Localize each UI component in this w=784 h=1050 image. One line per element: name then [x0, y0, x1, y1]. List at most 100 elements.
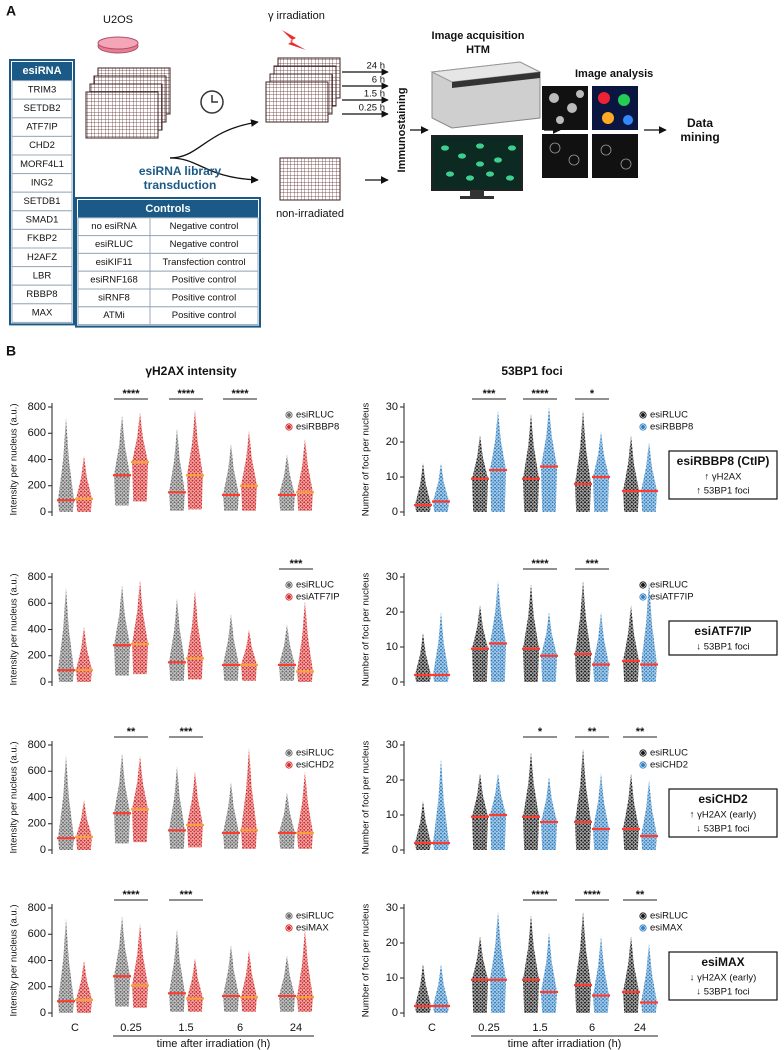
instrument-stripe — [452, 72, 540, 88]
significance-label: **** — [231, 388, 249, 400]
y-tick-label: 30 — [386, 902, 398, 914]
dot-cloud — [187, 590, 203, 680]
dot-cloud — [297, 771, 313, 849]
table-cell-text: Positive control — [172, 310, 236, 321]
y-tick-label: 30 — [386, 739, 398, 751]
dot-cloud — [433, 964, 449, 1013]
plate — [265, 81, 329, 123]
x-tick-label: C — [71, 1022, 79, 1034]
y-tick-label: 400 — [28, 623, 46, 635]
dot-cloud — [472, 936, 488, 1013]
y-tick-label: 10 — [386, 972, 398, 984]
table-frame — [75, 197, 261, 328]
dot-cloud — [169, 598, 185, 681]
summary-line: ↑ γH2AX — [705, 472, 743, 483]
significance-label: **** — [122, 889, 140, 901]
y-tick-label: 200 — [28, 650, 46, 662]
x-axis-label: time after irradiation (h) — [157, 1038, 271, 1050]
dot-cloud — [541, 407, 557, 512]
legend-marker-ring — [640, 925, 646, 931]
legend-marker — [284, 748, 294, 758]
y-tick-label: 20 — [386, 937, 398, 949]
legend-marker — [284, 911, 294, 921]
arrow — [169, 119, 259, 159]
dot-cloud — [187, 409, 203, 510]
dot-cloud — [132, 412, 148, 502]
y-axis-label: Intensity per nucleus (a.u.) — [9, 404, 20, 516]
table-cell-text: esiKIF11 — [96, 257, 133, 268]
legend-label: esiMAX — [296, 923, 329, 934]
legend-marker-ring — [640, 582, 646, 588]
table-cell-text: MORF4L1 — [20, 159, 64, 170]
dot-cloud — [297, 929, 313, 1012]
x-tick-label: 24 — [634, 1022, 646, 1034]
dot-cloud — [415, 633, 431, 682]
table-cell-text: MAX — [32, 308, 53, 319]
dot-cloud — [472, 605, 488, 682]
dot-cloud — [623, 936, 639, 1013]
dot-cloud — [472, 773, 488, 850]
clock-hands — [211, 95, 218, 103]
y-tick-label: 200 — [28, 818, 46, 830]
chart-title: γH2AX intensity — [145, 364, 237, 378]
table-header-bg — [12, 62, 72, 81]
dot-cloud — [169, 929, 185, 1012]
legend-label: esiRLUC — [296, 410, 334, 421]
dot-cloud — [575, 911, 591, 1013]
dot-cloud — [76, 626, 92, 682]
dish-top — [97, 36, 139, 50]
dot-cloud — [575, 580, 591, 682]
dot-cloud — [541, 612, 557, 682]
dot-cloud — [641, 580, 657, 682]
summary-title: esiMAX — [701, 955, 744, 969]
dot-cloud — [58, 918, 74, 1013]
cell-line: U2OS — [103, 14, 133, 26]
analysis-images — [542, 86, 638, 178]
image-acquisition-label: HTM — [466, 44, 490, 56]
legend-marker-ring — [640, 412, 646, 418]
non-irradiated-label: non-irradiated — [276, 208, 344, 220]
y-tick-label: 10 — [386, 471, 398, 483]
dot-cloud — [241, 950, 257, 1012]
summary-line: ↑ γH2AX (early) — [690, 810, 757, 821]
table-cell-text: no esiRNA — [91, 221, 137, 232]
legend-marker — [638, 911, 648, 921]
table-cell-text: siRNF8 — [98, 292, 130, 303]
summary-box — [668, 450, 778, 500]
legend-marker-ring — [640, 762, 646, 768]
dot-cloud — [241, 430, 257, 511]
transduction-label: esiRNA library — [139, 164, 222, 178]
panel-label: B — [6, 343, 16, 359]
dot-cloud — [187, 957, 203, 1012]
dot-cloud — [641, 943, 657, 1013]
legend-marker — [284, 592, 294, 602]
y-tick-label: 20 — [386, 774, 398, 786]
legend-label: esiRLUC — [650, 580, 688, 591]
x-tick-label: 6 — [589, 1022, 595, 1034]
legend-marker — [638, 748, 648, 758]
dot-cloud — [114, 752, 130, 844]
legend-marker-ring — [640, 594, 646, 600]
legend-label: esiRLUC — [296, 911, 334, 922]
y-tick-label: 600 — [28, 427, 46, 439]
y-axis-label: Intensity per nucleus (a.u.) — [9, 742, 20, 854]
table-cell-text: ING2 — [31, 177, 53, 188]
legend-marker — [638, 422, 648, 432]
legend-marker — [284, 760, 294, 770]
y-tick-label: 0 — [392, 506, 398, 518]
time-point-label: 24 h — [367, 61, 386, 72]
x-tick-label: 1.5 — [178, 1022, 193, 1034]
table-cell-text: ATF7IP — [26, 122, 58, 133]
dot-cloud — [641, 442, 657, 512]
legend-marker-ring — [286, 913, 292, 919]
legend-label: esiATF7IP — [296, 592, 340, 603]
table-cell-text: LBR — [33, 270, 52, 281]
significance-label: **** — [531, 558, 549, 570]
arrow — [169, 157, 259, 184]
panel-label: A — [6, 3, 16, 19]
dot-cloud — [575, 410, 591, 512]
legend-label: esiCHD2 — [296, 760, 334, 771]
table-cell-text: esiRLUC — [95, 239, 133, 250]
dot-cloud — [593, 612, 609, 682]
y-tick-label: 800 — [28, 739, 46, 751]
